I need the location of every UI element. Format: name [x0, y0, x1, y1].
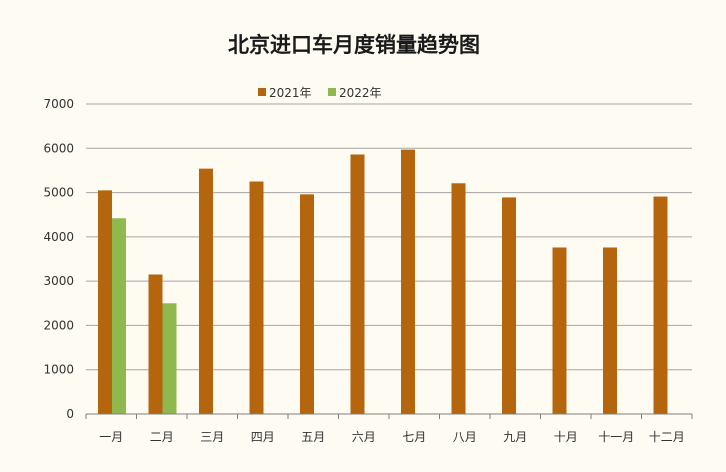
x-tick-label: 六月: [352, 430, 376, 444]
x-tick-label: 十一月: [598, 430, 634, 444]
legend-label-2: 2022年: [339, 86, 382, 100]
bar-2022-2: [162, 303, 177, 414]
x-tick-label: 七月: [402, 430, 426, 444]
legend: 2021年 2022年: [258, 86, 382, 100]
bar-2021-9: [502, 197, 516, 414]
bar-2022-1: [112, 218, 126, 414]
chart-title: 北京进口车月度销量趋势图: [228, 33, 480, 57]
gridlines: [86, 103, 692, 371]
x-tick-label: 八月: [453, 430, 477, 444]
x-tick-label: 四月: [251, 430, 275, 444]
legend-swatch-1: [258, 88, 266, 96]
bar-2021-2: [148, 274, 163, 414]
bar-2021-4: [249, 181, 264, 414]
y-tick-label: 2000: [43, 318, 74, 332]
bar-2021-7: [401, 149, 415, 414]
x-tick-label: 一月: [99, 430, 123, 444]
x-tick-label: 十月: [554, 430, 578, 444]
y-tick-label: 5000: [43, 186, 74, 200]
bar-2021-12: [653, 196, 668, 414]
bar-2021-10: [552, 247, 567, 414]
bar-2021-8: [451, 183, 466, 414]
bar-2021-5: [300, 194, 314, 414]
y-tick-label: 0: [66, 407, 74, 421]
y-tick-label: 1000: [43, 363, 74, 377]
legend-label-1: 2021年: [269, 86, 312, 100]
y-tick-label: 3000: [43, 274, 74, 288]
bar-2021-3: [199, 168, 213, 414]
y-tick-label: 7000: [43, 97, 74, 111]
x-tick-label: 二月: [150, 430, 174, 444]
x-tick-label: 五月: [301, 430, 325, 444]
bars: [98, 149, 668, 414]
bar-2021-11: [603, 247, 617, 414]
bar-2021-1: [98, 190, 112, 414]
x-tick-label: 九月: [503, 430, 527, 444]
y-tick-label: 4000: [43, 230, 74, 244]
y-tick-label: 6000: [43, 141, 74, 155]
y-axis: 0 1000 2000 3000 4000 5000 6000 7000: [43, 97, 74, 421]
x-tick-label: 三月: [200, 430, 224, 444]
x-axis: 一月 二月 三月 四月 五月 六月 七月 八月 九月 十月 十一月 十二月: [85, 413, 693, 444]
x-tick-label: 十二月: [649, 430, 685, 444]
bar-2021-6: [350, 154, 365, 414]
legend-swatch-2: [328, 88, 336, 96]
